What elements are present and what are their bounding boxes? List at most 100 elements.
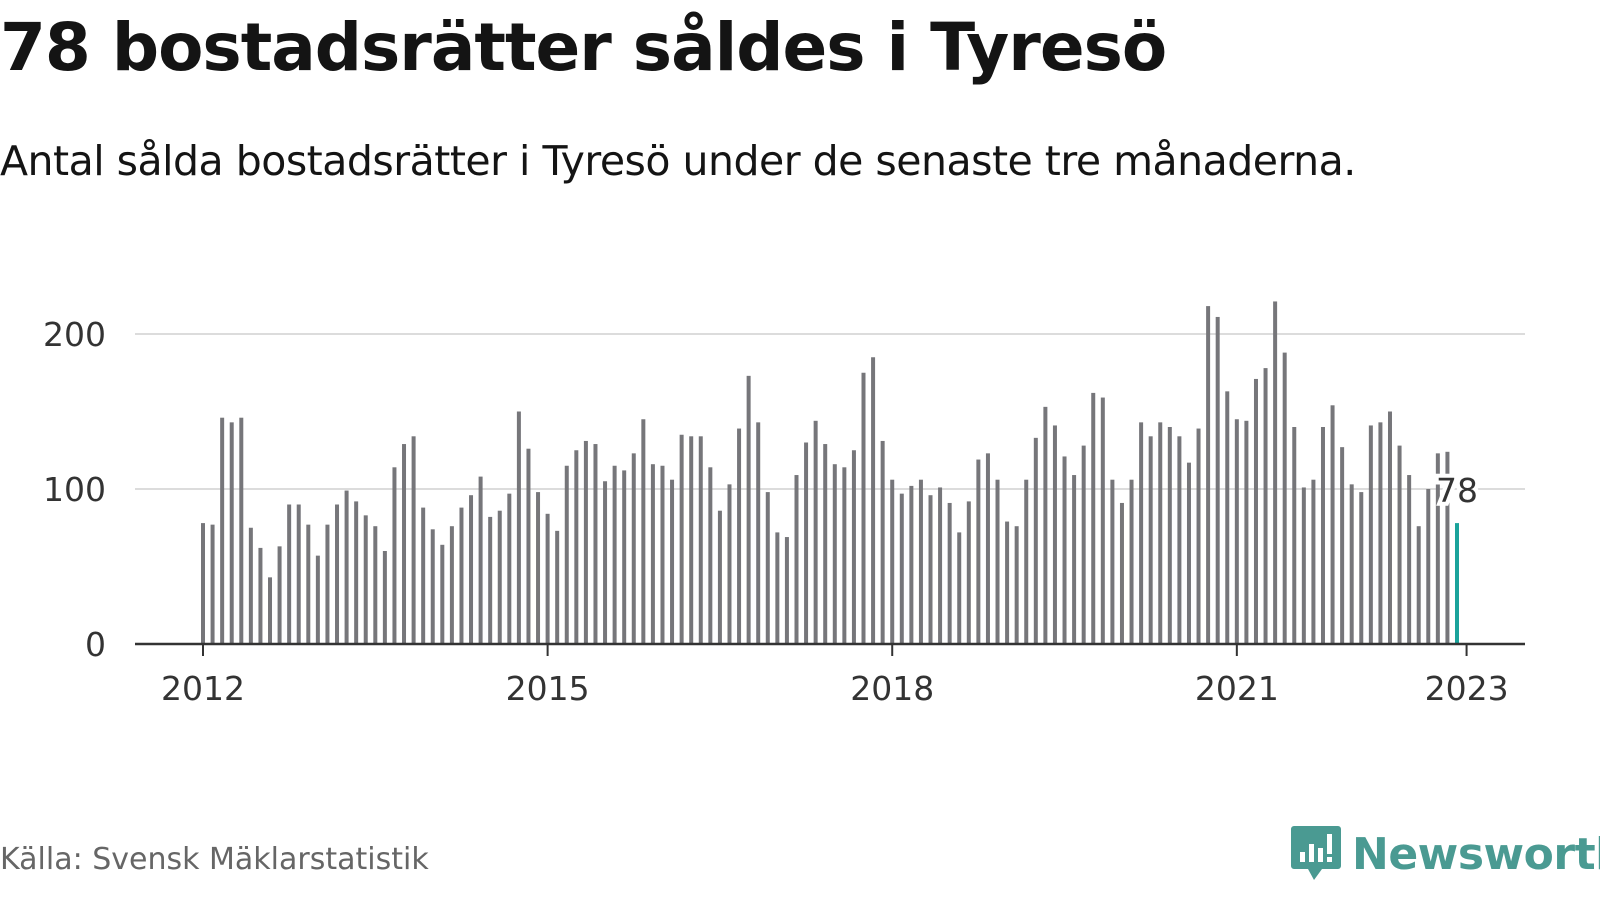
bar: [899, 493, 904, 644]
chart-title: 78 bostadsrätter såldes i Tyresö: [0, 9, 1167, 86]
bar: [593, 444, 598, 644]
bar: [497, 510, 502, 644]
bar: [201, 523, 205, 644]
bar: [689, 436, 694, 644]
bar: [1435, 453, 1440, 644]
bar: [957, 532, 962, 644]
bar: [583, 440, 588, 644]
bar: [708, 467, 713, 644]
bar: [660, 465, 665, 644]
bar: [1081, 445, 1086, 644]
bar: [727, 484, 732, 644]
bar: [650, 464, 655, 644]
bar: [564, 465, 569, 644]
bar: [1407, 475, 1412, 644]
bar: [1158, 422, 1163, 644]
bar: [344, 490, 349, 644]
bar: [938, 487, 943, 644]
newsworthy-icon: [1291, 826, 1341, 880]
bar: [641, 419, 646, 644]
bar: [277, 546, 282, 644]
bar: [516, 411, 521, 644]
bar: [449, 526, 454, 644]
bar: [804, 442, 809, 644]
x-tick-label: 2021: [1195, 669, 1279, 708]
bar: [1416, 526, 1421, 644]
bar: [861, 372, 866, 644]
bars: [201, 301, 1459, 644]
bar: [794, 475, 799, 644]
bar: [296, 504, 301, 644]
bar: [1311, 479, 1316, 644]
bar: [459, 507, 464, 644]
bar: [1359, 492, 1364, 644]
bar: [823, 444, 828, 644]
bar: [1110, 479, 1115, 644]
bar: [1368, 425, 1373, 644]
bar: [545, 513, 550, 644]
bar: [1119, 502, 1124, 644]
value-label-latest: 78: [1436, 471, 1478, 510]
bar: [507, 493, 512, 644]
bar: [1100, 397, 1105, 644]
bar: [411, 436, 416, 644]
bar: [1349, 484, 1354, 644]
bar: [1206, 306, 1211, 644]
grid-lines: [135, 333, 1525, 490]
brand-name: Newsworthy: [1352, 828, 1600, 880]
bar: [1426, 489, 1431, 644]
bar: [890, 479, 895, 644]
bar: [258, 547, 263, 644]
bar: [1397, 445, 1402, 644]
bar: [1273, 301, 1278, 644]
bar: [1024, 479, 1029, 644]
x-tick-label: 2018: [850, 669, 934, 708]
bar: [1062, 456, 1067, 644]
bar: [1378, 422, 1383, 644]
bar-highlight: [1455, 523, 1459, 644]
bar: [536, 492, 541, 644]
bar: [746, 375, 751, 644]
bar: [880, 440, 885, 644]
bar: [239, 417, 244, 644]
bar: [478, 476, 483, 644]
bar: [717, 510, 722, 644]
bar: [775, 532, 780, 644]
bar: [1292, 427, 1297, 644]
bar: [574, 450, 579, 644]
bar: [268, 577, 273, 644]
bar: [354, 501, 359, 644]
bar: [402, 444, 407, 644]
bar: [603, 481, 608, 644]
bar: [976, 459, 981, 644]
bar: [995, 479, 1000, 644]
bar: [469, 495, 474, 644]
bar: [631, 453, 636, 644]
bar: [928, 495, 933, 644]
bar: [335, 504, 340, 644]
bar: [832, 464, 837, 644]
bar: [555, 530, 560, 644]
bar: [622, 470, 627, 644]
bar: [1091, 392, 1096, 644]
value-labels: 78: [1432, 467, 1482, 514]
bar: [1148, 436, 1153, 644]
bar: [1072, 475, 1077, 644]
bar: [1043, 406, 1048, 644]
bar: [737, 428, 742, 644]
bar: [392, 467, 397, 644]
bar: [382, 551, 387, 644]
bar: [1263, 368, 1268, 644]
x-tick-label: 2023: [1425, 669, 1509, 708]
bar: [1340, 447, 1345, 644]
bar: [363, 515, 368, 644]
bar: [373, 526, 378, 644]
bar: [784, 537, 789, 644]
bar: [1282, 352, 1287, 644]
bar: [315, 555, 320, 644]
brand-logo[interactable]: Newsworthy: [1290, 824, 1600, 884]
bar: [909, 485, 914, 644]
bar: [1387, 411, 1392, 644]
bar: [421, 507, 426, 644]
